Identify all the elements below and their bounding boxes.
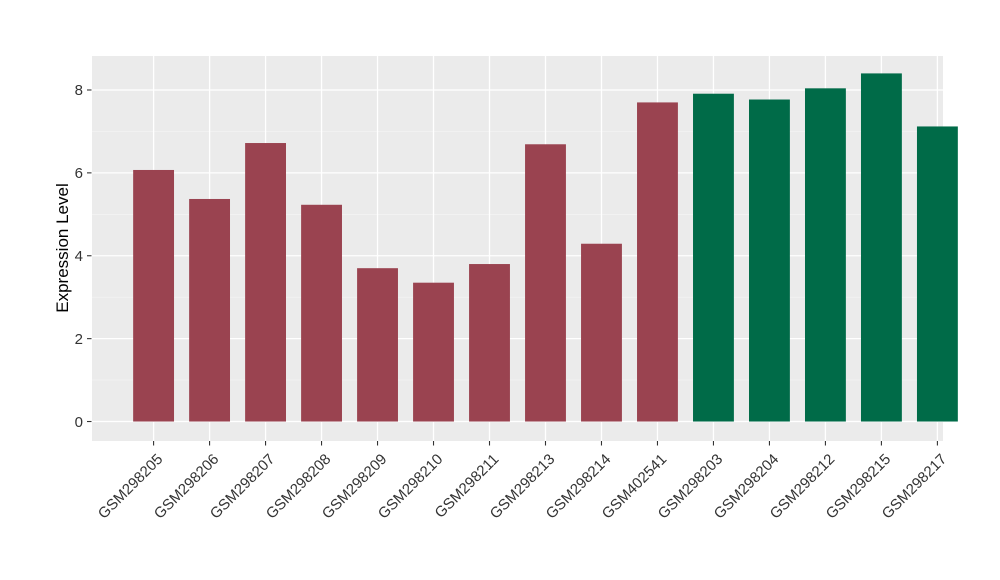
bar-GSM298209 (357, 268, 398, 422)
bar-GSM298203 (693, 93, 734, 422)
bar-GSM298204 (749, 99, 790, 422)
bar-GSM298214 (581, 243, 622, 422)
bar-GSM298207 (245, 143, 286, 422)
bar-GSM298211 (469, 264, 510, 422)
y-tick-label: 0 (75, 414, 83, 431)
bar-GSM298213 (525, 144, 566, 422)
bar-GSM298208 (301, 204, 342, 422)
y-tick-label: 6 (75, 165, 83, 182)
bar-GSM298210 (413, 282, 454, 422)
bar-GSM298212 (804, 88, 846, 422)
y-tick-label: 4 (75, 248, 83, 265)
bar-GSM298215 (860, 73, 902, 422)
plot-panel (92, 56, 943, 441)
y-axis-title: Expression Level (53, 183, 72, 313)
bar-GSM298205 (133, 169, 175, 422)
bar-GSM298217 (916, 126, 958, 422)
y-tick-label: 2 (75, 331, 83, 348)
bar-GSM298206 (189, 198, 231, 422)
bar-GSM402541 (637, 102, 678, 422)
y-tick-label: 8 (75, 82, 83, 99)
